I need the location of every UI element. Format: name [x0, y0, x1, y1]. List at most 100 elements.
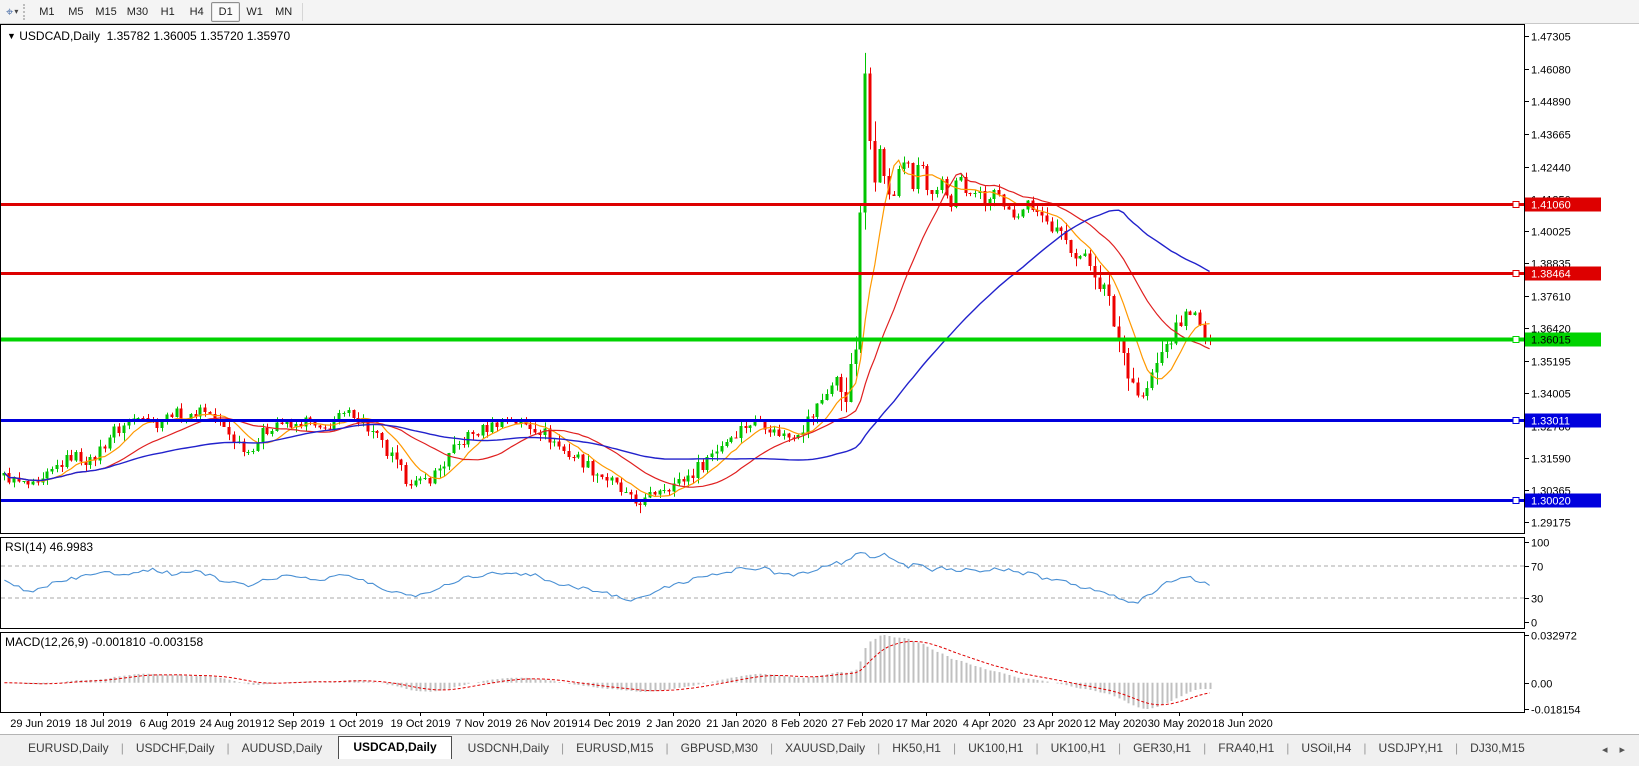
chart-tab-audusd-daily[interactable]: AUDUSD,Daily: [241, 741, 323, 755]
svg-text:1.34005: 1.34005: [1531, 389, 1571, 401]
chart-tab-dj30-m15[interactable]: DJ30,M15: [1470, 741, 1525, 755]
chart-tab-hk50-h1[interactable]: HK50,H1: [892, 741, 941, 755]
toolbar-separator: [302, 2, 304, 21]
tab-separator: |: [1363, 741, 1367, 755]
toolbar-grip-handle[interactable]: [23, 3, 28, 20]
svg-text:1.42440: 1.42440: [1531, 163, 1571, 175]
svg-text:1.43665: 1.43665: [1531, 130, 1571, 142]
level-price-tag-1.38464[interactable]: [1525, 266, 1601, 281]
chart-region: 1.473051.460801.448901.436651.424401.412…: [0, 24, 1639, 734]
moving-average-fast: [3, 159, 1210, 498]
chart-tabs: EURUSD,Daily | USDCHF,Daily | AUDUSD,Daily US…: [16, 736, 1537, 759]
chart-tab-uk100-h1[interactable]: UK100,H1: [968, 741, 1024, 755]
timeframe-button-d1[interactable]: D1: [211, 1, 241, 22]
main-pane-canvas[interactable]: [0, 24, 1525, 534]
chart-tab-usdcad-daily[interactable]: USDCAD,Daily: [338, 736, 452, 759]
rsi-line: [4, 552, 1210, 604]
chart-tab-eurusd-m15[interactable]: EURUSD,M15: [576, 741, 654, 755]
chart-ohlc-values: 1.35782 1.36005 1.35720 1.35970: [106, 29, 291, 43]
rsi-pane: 100 70 30 0: [0, 537, 1549, 630]
svg-text:1.47305: 1.47305: [1531, 32, 1571, 44]
svg-text:30: 30: [1531, 594, 1543, 606]
date-label: 23 Apr 2020: [1023, 718, 1082, 730]
date-label: 18 Jun 2020: [1212, 718, 1273, 730]
level-handle-1.30020[interactable]: [1512, 497, 1520, 504]
tab-separator: |: [1286, 741, 1290, 755]
svg-text:1.29175: 1.29175: [1531, 518, 1571, 530]
timeframe-button-m5[interactable]: M5: [68, 5, 84, 18]
toolbar: ⌖ ▾ M1 M5 M15 M30 H1 H4 D1 W1 MN: [0, 0, 1639, 24]
date-label: 12 Sep 2019: [262, 718, 324, 730]
macd-signal-line: [4, 640, 1210, 706]
svg-text:-0.018154: -0.018154: [1531, 705, 1581, 717]
rsi-pane-canvas[interactable]: [0, 537, 1525, 629]
timeframe-button-m30[interactable]: M30: [126, 5, 149, 18]
timeframe-buttons: M1 M5 M15 M30 H1 H4 D1 W1 MN: [32, 1, 298, 22]
date-label: 8 Feb 2020: [772, 718, 828, 730]
svg-text:1.38464: 1.38464: [1531, 269, 1571, 281]
symbol-marker-icon[interactable]: ▼: [7, 31, 16, 41]
level-price-tag-1.30020[interactable]: [1525, 493, 1601, 508]
rsi-indicator-label: RSI(14) 46.9983: [5, 540, 94, 554]
macd-indicator-label: MACD(12,26,9) -0.001810 -0.003158: [5, 635, 204, 649]
level-price-tag-1.33011[interactable]: [1525, 413, 1601, 428]
level-handle-1.38464[interactable]: [1512, 270, 1520, 277]
chart-symbol-label: USDCAD,Daily: [19, 29, 100, 43]
tab-separator: |: [952, 741, 957, 755]
tab-scroll-right-icon[interactable]: ▸: [1619, 744, 1625, 756]
macd-pane-canvas[interactable]: [0, 632, 1525, 713]
chart-tab-uk100-h1[interactable]: UK100,H1: [1050, 741, 1106, 755]
level-price-tag-1.41060[interactable]: [1525, 197, 1601, 212]
tab-separator: |: [226, 741, 230, 755]
horizontal-levels: 1.41060 1.38464 1.36015 1.33011 1.30020: [1, 197, 1601, 508]
date-label: 14 Dec 2019: [578, 718, 640, 730]
svg-text:1.40025: 1.40025: [1531, 227, 1571, 239]
tab-separator: |: [1035, 741, 1039, 755]
level-price-tag-1.36015[interactable]: [1525, 332, 1601, 347]
chart-tab-xauusd-daily[interactable]: XAUUSD,Daily: [785, 741, 866, 755]
timeframe-button-w1[interactable]: W1: [246, 5, 263, 18]
chart-tab-usdchf-daily[interactable]: USDCHF,Daily: [135, 741, 215, 755]
timeframe-button-m1[interactable]: M1: [39, 5, 55, 18]
time-axis: 29 Jun 2019 18 Jul 2019 6 Aug 2019 24 Aug 2…: [10, 712, 1273, 730]
svg-text:1.41060: 1.41060: [1531, 200, 1571, 212]
macd-histogram: [8, 635, 1212, 709]
tab-separator: |: [665, 741, 669, 755]
chart-tab-ger30-h1[interactable]: GER30,H1: [1133, 741, 1192, 755]
svg-text:1.33011: 1.33011: [1531, 416, 1570, 428]
date-label: 2 Jan 2020: [646, 718, 700, 730]
date-label: 17 Mar 2020: [896, 718, 958, 730]
chart-title: ▼ USDCAD,Daily 1.35782 1.36005 1.35720 1…: [7, 29, 290, 43]
tab-separator: |: [877, 741, 881, 755]
moving-average-slow: [3, 209, 1210, 482]
chart-tab-usdcnh-daily[interactable]: USDCNH,Daily: [467, 741, 550, 755]
svg-text:0.00: 0.00: [1531, 679, 1552, 691]
cursor-dropdown-arrow-icon[interactable]: ▾: [14, 7, 19, 16]
date-label: 4 Apr 2020: [963, 718, 1016, 730]
chart-cursor-icon[interactable]: ⌖: [6, 3, 14, 19]
tab-separator: |: [120, 741, 124, 755]
chart-tab-eurusd-daily[interactable]: EURUSD,Daily: [28, 741, 109, 755]
svg-text:1.37610: 1.37610: [1531, 292, 1571, 304]
level-handle-1.41060[interactable]: [1512, 201, 1520, 208]
svg-text:1.35195: 1.35195: [1531, 357, 1571, 369]
svg-text:1.46080: 1.46080: [1531, 65, 1571, 77]
timeframe-button-m15[interactable]: M15: [95, 5, 117, 18]
macd-pane: 0.032972 0.00 -0.018154: [0, 631, 1581, 717]
level-handle-1.36015[interactable]: [1512, 336, 1520, 343]
chart-tab-usoil-h4[interactable]: USOil,H4: [1301, 741, 1352, 755]
timeframe-button-h1[interactable]: H1: [160, 5, 175, 18]
svg-text:0: 0: [1531, 618, 1537, 630]
level-handle-1.33011[interactable]: [1512, 417, 1520, 424]
svg-text:0.032972: 0.032972: [1531, 631, 1577, 643]
date-label: 27 Feb 2020: [832, 718, 894, 730]
date-label: 12 May 2020: [1084, 718, 1148, 730]
svg-text:1.30020: 1.30020: [1531, 496, 1571, 508]
chart-tab-usdjpy-h1[interactable]: USDJPY,H1: [1378, 741, 1444, 755]
timeframe-button-h4[interactable]: H4: [189, 5, 204, 18]
chart-tab-fra40-h1[interactable]: FRA40,H1: [1218, 741, 1275, 755]
timeframe-button-mn[interactable]: MN: [275, 5, 293, 18]
tab-scroll-left-icon[interactable]: ◂: [1601, 744, 1608, 756]
tab-separator: |: [1117, 741, 1122, 755]
chart-tab-gbpusd-m30[interactable]: GBPUSD,M30: [680, 741, 758, 755]
